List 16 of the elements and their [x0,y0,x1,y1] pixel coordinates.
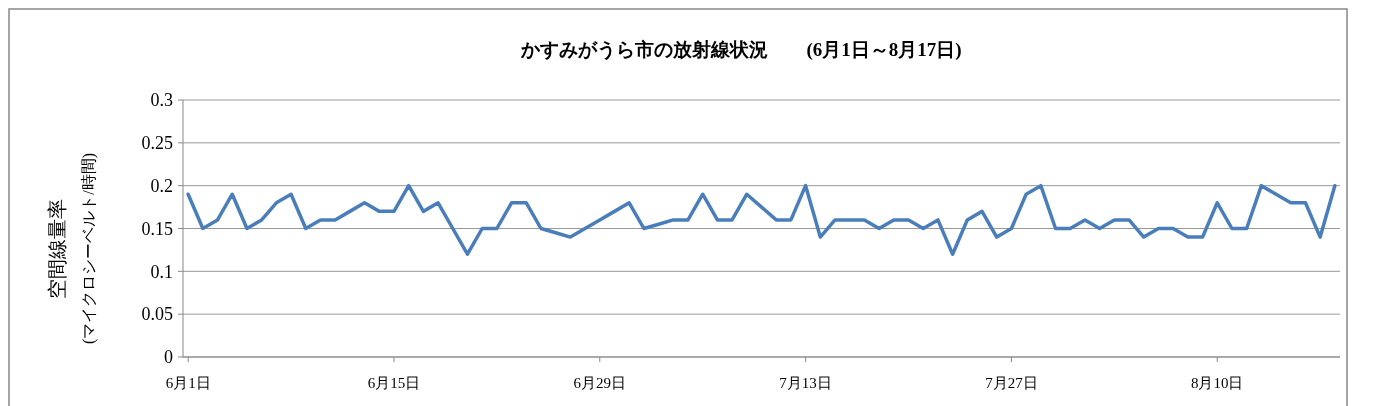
x-tick-label: 7月27日 [985,375,1038,391]
y-tick-label: 0.2 [150,175,173,196]
x-tick-label: 6月1日 [165,375,211,391]
y-tick-label: 0 [164,347,173,368]
y-tick-label: 0.1 [150,261,173,282]
y-axis-title: 空間線量率 (マイクロシーベルト/時間) [46,152,98,345]
x-tick-label: 6月15日 [367,375,421,391]
x-tick-label: 7月13日 [779,375,832,391]
y-tick-label: 0.3 [150,90,173,111]
y-tick-label: 0.05 [141,304,173,325]
line-series [186,183,1337,256]
x-tick-label: 8月10日 [1190,375,1244,391]
chart-title: かすみがうら市の放射線状況 (6月1日～8月17日) [520,39,962,61]
y-tick-label: 0.25 [141,133,173,154]
y-tick-label: 0.15 [141,218,173,239]
x-tick-label: 6月29日 [573,375,627,391]
